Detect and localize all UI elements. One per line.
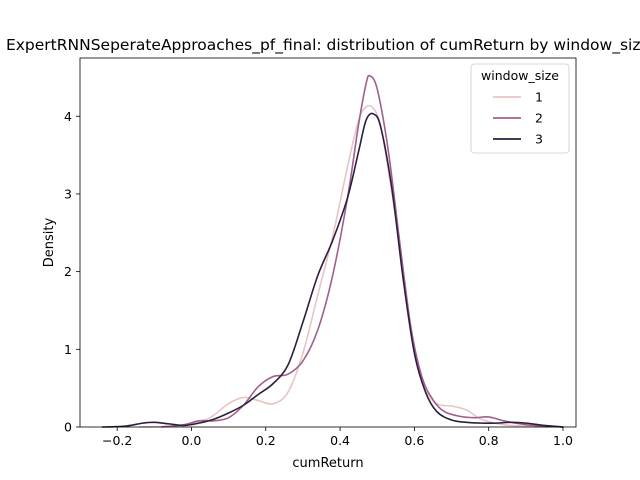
y-tick-label: 4	[64, 109, 72, 124]
y-tick-label: 3	[64, 186, 72, 201]
y-axis-ticks: 0 1 2 3 4	[64, 109, 80, 435]
plot-frame	[79, 57, 577, 428]
legend: window_size 1 2 3	[470, 63, 570, 154]
x-tick-label: 0.8	[479, 433, 499, 448]
x-axis-label: cumReturn	[292, 456, 363, 471]
y-tick-label: 2	[64, 264, 72, 279]
x-tick-label: −0.2	[102, 433, 132, 448]
legend-label-3: 3	[535, 132, 543, 147]
y-tick-label: 1	[64, 342, 72, 357]
series-line-1	[138, 104, 549, 428]
x-axis-ticks: −0.2 0.0 0.2 0.4 0.6 0.8 1.0	[102, 427, 573, 448]
legend-title: window_size	[481, 68, 559, 83]
x-tick-label: 0.2	[256, 433, 276, 448]
legend-label-1: 1	[535, 90, 543, 105]
series-line-3	[101, 112, 564, 428]
plot-lines	[101, 74, 564, 428]
x-tick-label: 1.0	[553, 433, 573, 448]
y-tick-label: 0	[64, 420, 72, 435]
y-axis-label: Density	[42, 217, 57, 267]
chart-title: ExpertRNNSeperateApproaches_pf_final: di…	[6, 36, 640, 55]
legend-entries: 1 2 3	[493, 90, 543, 147]
legend-label-2: 2	[535, 111, 543, 126]
x-tick-label: 0.6	[404, 433, 424, 448]
x-tick-label: 0.4	[330, 433, 350, 448]
x-tick-label: 0.0	[182, 433, 202, 448]
legend-box	[470, 63, 570, 154]
